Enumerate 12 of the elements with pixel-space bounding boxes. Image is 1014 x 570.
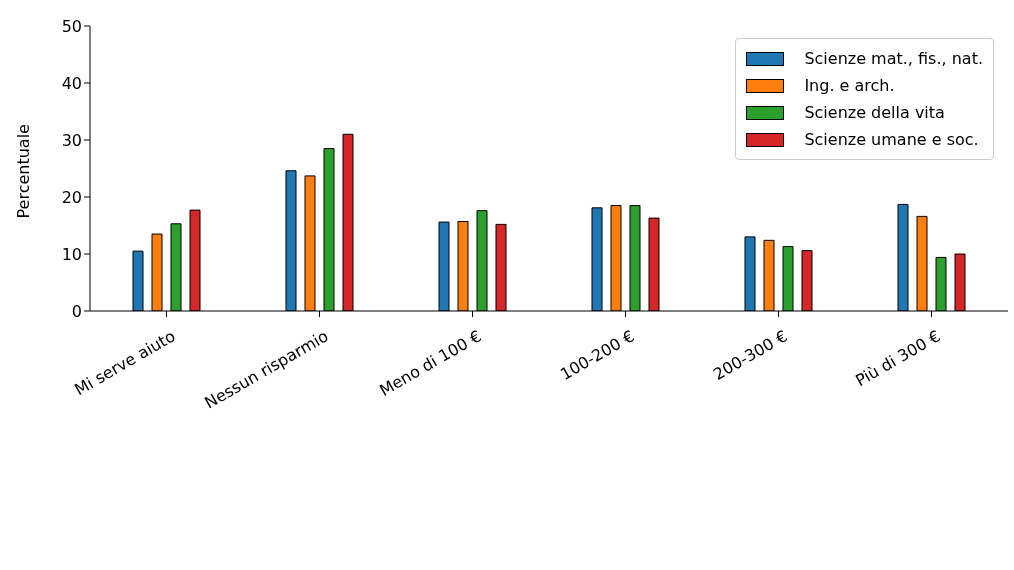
y-tick-label: 40 bbox=[61, 73, 82, 93]
x-tick-label: Più di 300 € bbox=[852, 326, 944, 391]
y-axis-title: Percentuale bbox=[13, 124, 33, 219]
legend-label: Ing. e arch. bbox=[804, 76, 895, 95]
y-tick-label: 30 bbox=[61, 130, 82, 150]
legend-label: Scienze mat., fis., nat. bbox=[804, 49, 983, 68]
y-tick-label: 0 bbox=[71, 301, 82, 321]
y-tick-label: 10 bbox=[61, 244, 82, 264]
y-tick-label: 20 bbox=[61, 187, 82, 207]
legend-label: Scienze umane e soc. bbox=[804, 130, 979, 149]
y-tick-label: 50 bbox=[61, 16, 82, 36]
legend-label: Scienze della vita bbox=[804, 103, 945, 122]
